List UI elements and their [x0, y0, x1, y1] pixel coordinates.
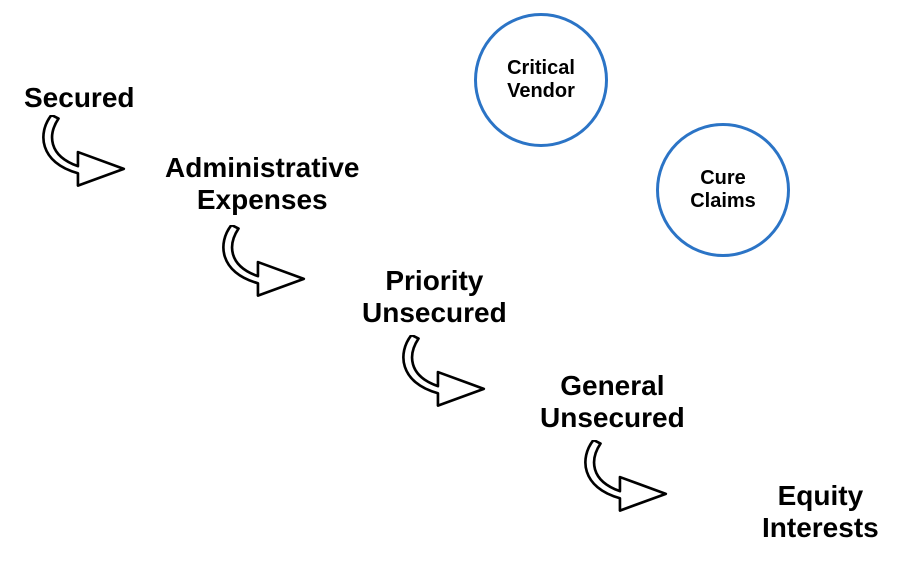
circle-critical-vendor: Critical Vendor	[474, 13, 608, 147]
arrow-2	[220, 225, 310, 300]
node-administrative-expenses: Administrative Expenses	[165, 152, 360, 216]
circle-cure-claims: Cure Claims	[656, 123, 790, 257]
node-priority-unsecured: Priority Unsecured	[362, 265, 507, 329]
node-general-unsecured: General Unsecured	[540, 370, 685, 434]
node-secured: Secured	[24, 82, 135, 114]
arrow-3	[400, 335, 490, 410]
circle-cure-claims-label: Cure Claims	[690, 167, 756, 213]
diagram-canvas: Secured Administrative Expenses Priority…	[0, 0, 914, 570]
arrow-4	[582, 440, 672, 515]
arrow-1	[40, 115, 130, 190]
circle-critical-vendor-label: Critical Vendor	[507, 57, 575, 103]
node-equity-interests: Equity Interests	[762, 480, 879, 544]
